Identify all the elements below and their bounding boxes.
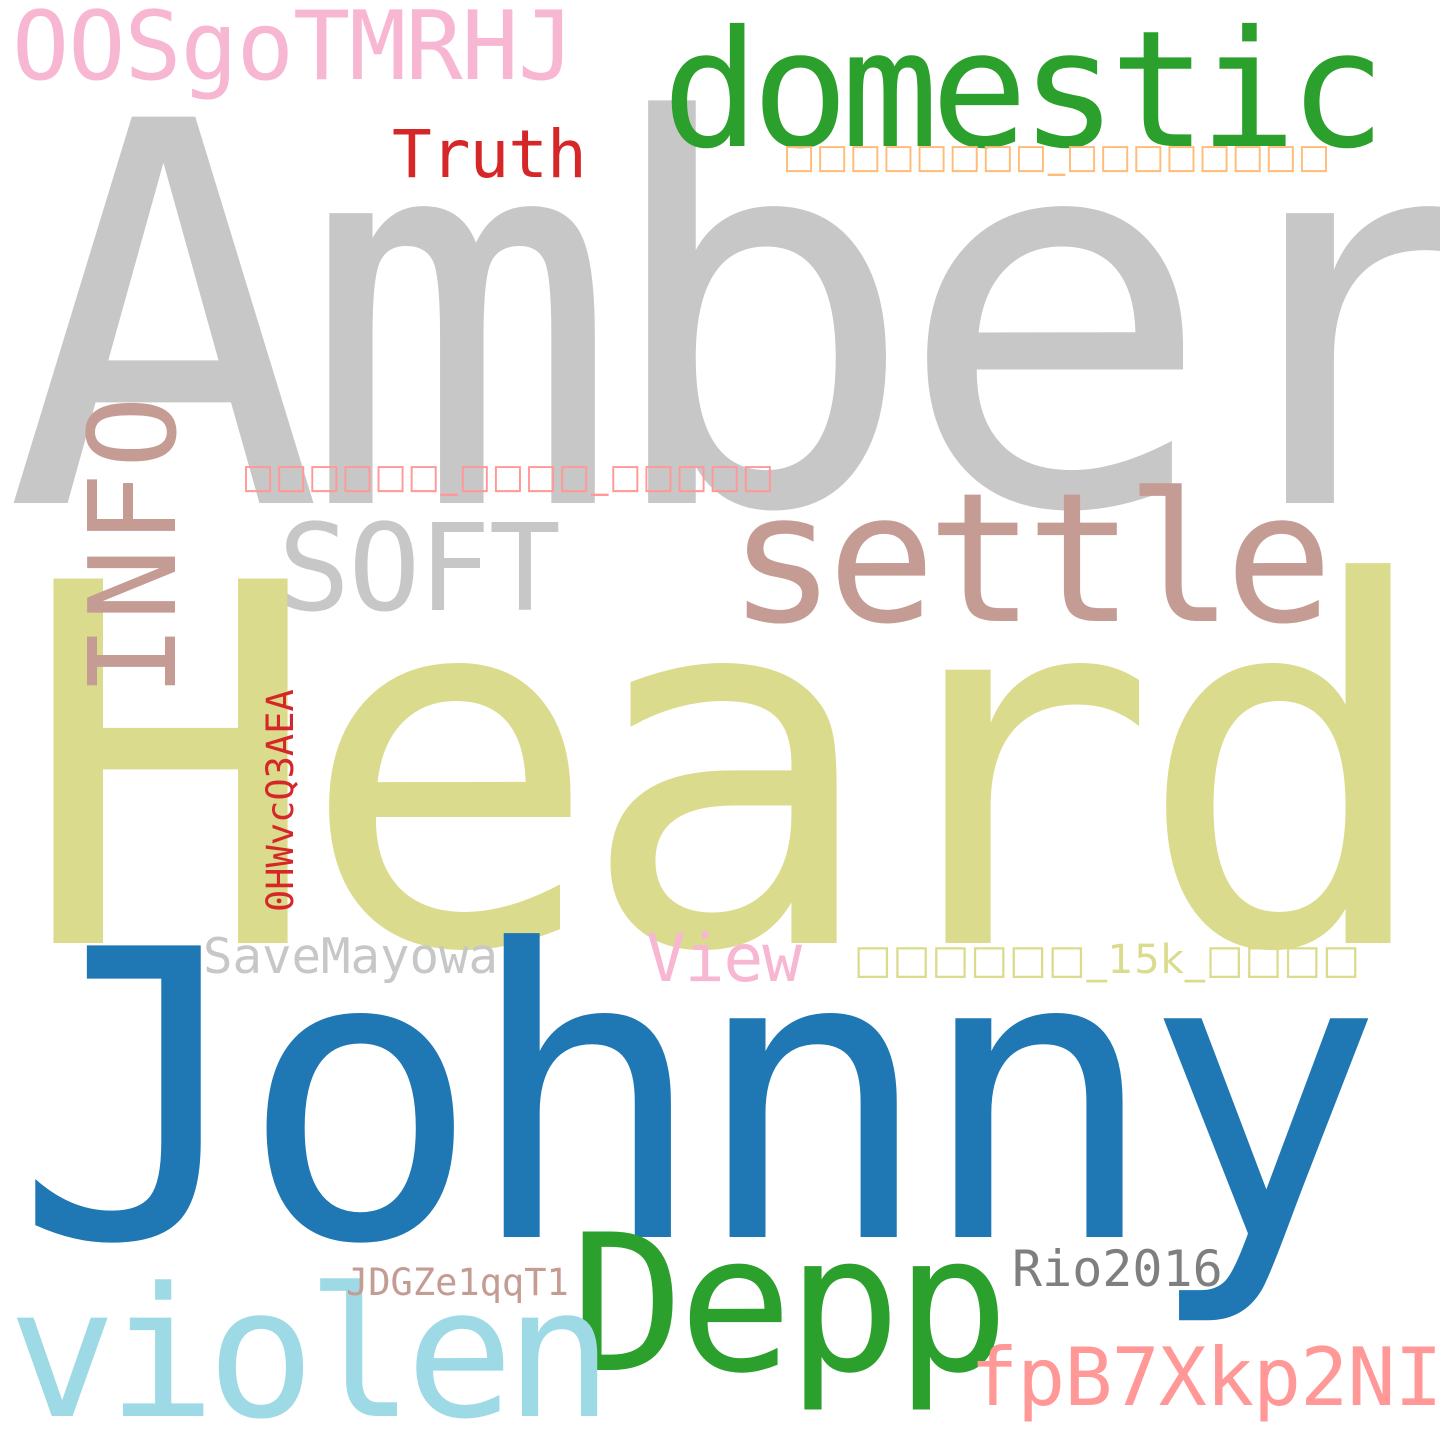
word-jdgze1qqt1: JDGZe1qqT1 — [346, 1261, 569, 1304]
word-amber: Amber — [4, 11, 1440, 628]
word-savemayowa: SaveMayowa — [203, 928, 499, 985]
word-heard: Heard — [20, 479, 1437, 1061]
word-fpb7xkp2ni: fpB7Xkp2NI — [970, 1331, 1440, 1424]
word-domestic: domestic — [662, 0, 1386, 185]
word-violen: violen — [8, 1250, 613, 1440]
word-depp: Depp — [570, 1194, 1010, 1415]
word-view: View — [646, 920, 802, 997]
word-unrendered-glyphs-1: □□□□□□□□_□□□□□□□□ — [783, 137, 1331, 177]
word-0hwvcq3aea: 0HWvcQ3AEA — [259, 689, 302, 912]
word-truth: Truth — [392, 116, 587, 193]
word-settle: settle — [728, 455, 1333, 664]
word-oosgotmrhj: OOSgoTMRHJ — [12, 0, 575, 102]
word-unrendered-glyphs-3: □□□□□□_15k_□□□□ — [854, 937, 1361, 983]
word-johnny: Johnny — [14, 867, 1384, 1332]
word-rio2016: Rio2016 — [1012, 1240, 1223, 1298]
word-soft: SOFT — [278, 500, 561, 639]
word-info: INFO — [65, 392, 204, 697]
word-unrendered-glyphs-2: □□□□□□_□□□□_□□□□□ — [242, 457, 775, 497]
